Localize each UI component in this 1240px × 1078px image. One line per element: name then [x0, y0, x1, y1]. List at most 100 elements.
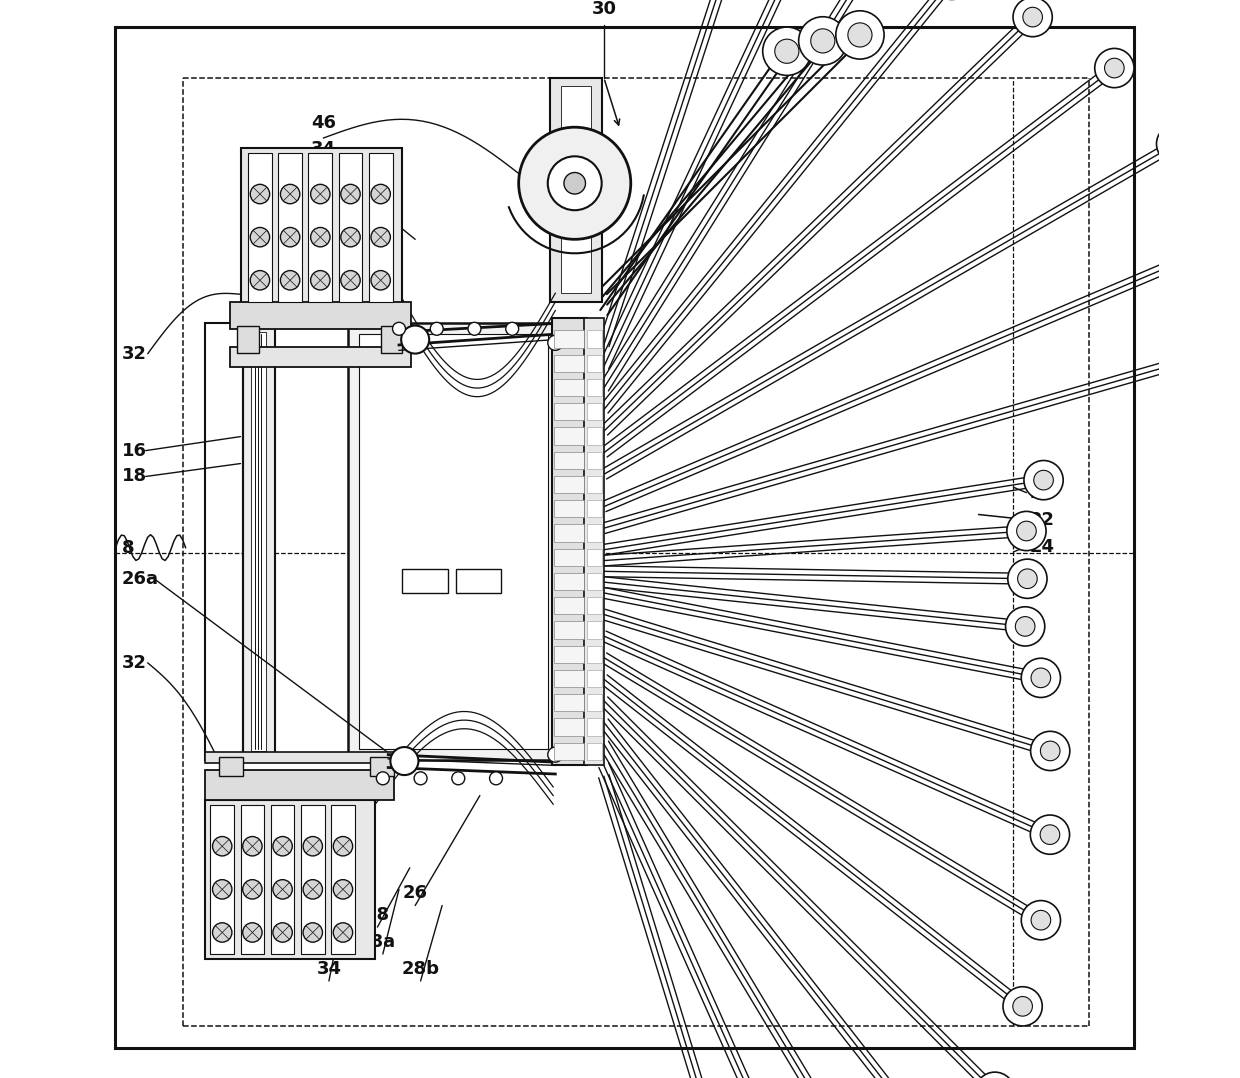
- Bar: [587, 573, 601, 591]
- Circle shape: [1023, 8, 1043, 27]
- Bar: [587, 719, 601, 735]
- Bar: [370, 757, 393, 776]
- Text: 24: 24: [1029, 538, 1055, 555]
- Circle shape: [1024, 460, 1063, 500]
- Circle shape: [1223, 231, 1240, 250]
- Circle shape: [1030, 731, 1070, 771]
- Bar: [554, 694, 584, 711]
- Circle shape: [280, 271, 300, 290]
- Circle shape: [243, 837, 262, 856]
- Circle shape: [212, 880, 232, 899]
- Bar: [587, 646, 601, 663]
- Circle shape: [1006, 607, 1045, 646]
- Bar: [554, 597, 584, 614]
- Circle shape: [1213, 220, 1240, 260]
- Circle shape: [1032, 911, 1050, 930]
- Bar: [339, 153, 362, 302]
- Circle shape: [414, 772, 427, 785]
- Bar: [554, 427, 584, 444]
- Circle shape: [836, 11, 884, 59]
- Bar: [205, 752, 393, 763]
- Bar: [554, 646, 584, 663]
- Circle shape: [811, 29, 835, 53]
- Circle shape: [1095, 49, 1135, 87]
- Circle shape: [1040, 741, 1060, 761]
- Circle shape: [280, 184, 300, 204]
- Text: 32: 32: [122, 654, 148, 672]
- Circle shape: [250, 184, 269, 204]
- Circle shape: [310, 227, 330, 247]
- Bar: [301, 805, 325, 954]
- Circle shape: [402, 326, 429, 354]
- Bar: [205, 770, 393, 800]
- Bar: [229, 302, 410, 329]
- Circle shape: [212, 837, 232, 856]
- Circle shape: [334, 837, 352, 856]
- Circle shape: [310, 184, 330, 204]
- Text: 26: 26: [403, 884, 428, 902]
- Bar: [554, 476, 584, 494]
- Circle shape: [1030, 815, 1070, 854]
- Text: 28a: 28a: [358, 932, 396, 951]
- Circle shape: [1022, 900, 1060, 940]
- Circle shape: [490, 772, 502, 785]
- Bar: [554, 330, 584, 347]
- Bar: [554, 452, 584, 469]
- Bar: [584, 318, 604, 765]
- Circle shape: [548, 335, 563, 350]
- Circle shape: [371, 184, 391, 204]
- Bar: [331, 805, 355, 954]
- Bar: [587, 669, 601, 688]
- Bar: [219, 757, 243, 776]
- Circle shape: [430, 322, 443, 335]
- Bar: [554, 669, 584, 688]
- Bar: [270, 805, 294, 954]
- Circle shape: [1013, 0, 1053, 37]
- Circle shape: [341, 184, 360, 204]
- Bar: [587, 452, 601, 469]
- Text: 46: 46: [311, 113, 336, 132]
- Circle shape: [1040, 825, 1060, 844]
- Bar: [587, 355, 601, 372]
- Circle shape: [548, 747, 563, 762]
- Circle shape: [1008, 559, 1047, 598]
- Bar: [587, 330, 601, 347]
- Circle shape: [1007, 511, 1047, 551]
- Circle shape: [391, 747, 418, 775]
- Bar: [554, 573, 584, 591]
- Circle shape: [564, 172, 585, 194]
- Circle shape: [763, 27, 811, 75]
- Text: 20: 20: [1029, 484, 1055, 501]
- Bar: [587, 525, 601, 542]
- Bar: [554, 525, 584, 542]
- Bar: [587, 427, 601, 444]
- Bar: [554, 719, 584, 735]
- Bar: [252, 332, 267, 751]
- Circle shape: [341, 227, 360, 247]
- Circle shape: [243, 880, 262, 899]
- Bar: [237, 326, 259, 353]
- Bar: [587, 597, 601, 614]
- Circle shape: [848, 23, 872, 47]
- Bar: [587, 403, 601, 420]
- Circle shape: [799, 17, 847, 65]
- Circle shape: [273, 923, 293, 942]
- Circle shape: [303, 923, 322, 942]
- Bar: [587, 378, 601, 396]
- Circle shape: [1167, 134, 1185, 154]
- Bar: [243, 323, 275, 760]
- Bar: [402, 569, 448, 593]
- Bar: [205, 323, 243, 760]
- Bar: [211, 805, 234, 954]
- Circle shape: [1157, 124, 1195, 164]
- Circle shape: [341, 271, 360, 290]
- Bar: [587, 549, 601, 566]
- Circle shape: [371, 271, 391, 290]
- Circle shape: [371, 227, 391, 247]
- Bar: [587, 743, 601, 760]
- Circle shape: [1018, 569, 1037, 589]
- Circle shape: [273, 837, 293, 856]
- Circle shape: [975, 1073, 1014, 1078]
- Circle shape: [1013, 996, 1033, 1017]
- Bar: [587, 500, 601, 517]
